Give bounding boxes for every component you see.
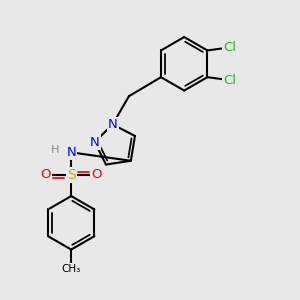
Text: N: N xyxy=(108,118,118,131)
Text: S: S xyxy=(67,168,76,182)
Text: O: O xyxy=(41,168,51,181)
Text: Cl: Cl xyxy=(223,74,236,87)
Text: CH₃: CH₃ xyxy=(61,264,81,274)
Text: N: N xyxy=(90,136,100,148)
Text: H: H xyxy=(51,145,59,155)
Text: Cl: Cl xyxy=(223,41,236,54)
Text: N: N xyxy=(66,146,76,159)
Text: O: O xyxy=(91,168,102,181)
